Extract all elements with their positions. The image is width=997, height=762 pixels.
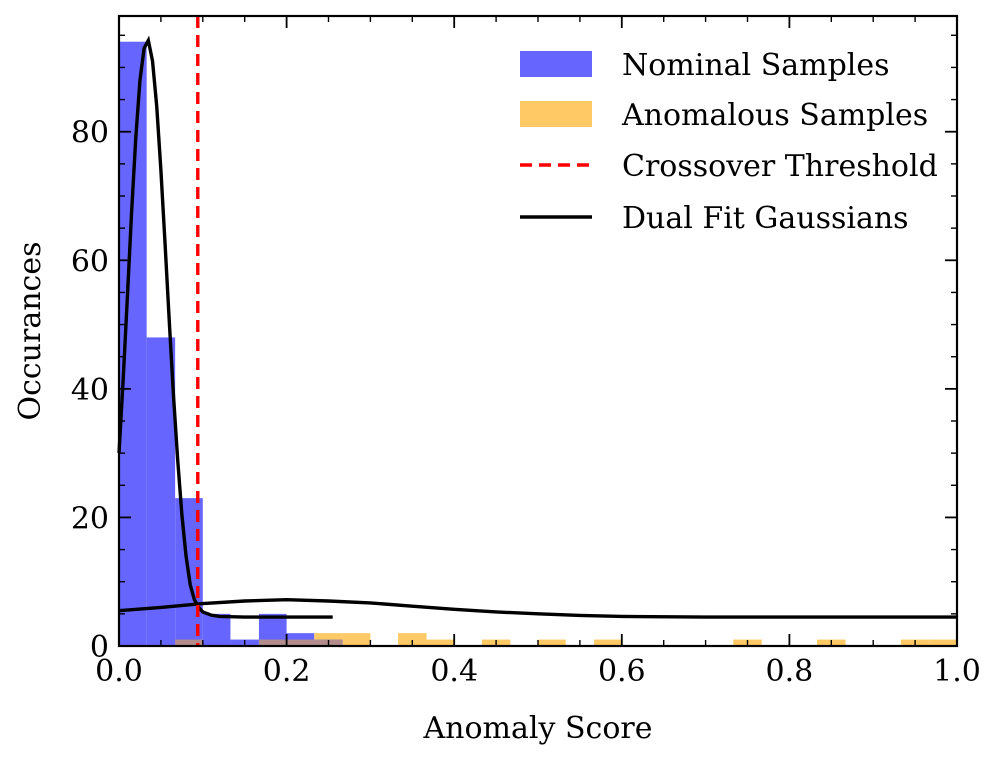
anomalous-bar <box>426 639 455 646</box>
x-tick-label: 1.0 <box>933 654 981 689</box>
anomalous-bar-overlap <box>258 639 287 646</box>
anomalous-bar <box>314 633 343 640</box>
y-tick-label: 0 <box>90 630 109 665</box>
x-axis-label: Anomaly Score <box>423 711 653 746</box>
y-tick-label: 60 <box>71 244 109 279</box>
x-tick-label: 0.0 <box>95 654 143 689</box>
anomalous-bar <box>594 639 622 646</box>
x-tick-label: 0.6 <box>598 654 646 689</box>
plot-frame <box>117 14 959 648</box>
anomalous-bar <box>538 639 566 646</box>
legend-label-fit: Dual Fit Gaussians <box>622 201 909 236</box>
anomalous-bar-overlap <box>175 639 203 646</box>
y-tick-label: 40 <box>71 373 109 408</box>
legend: Nominal Samples Anomalous Samples Crosso… <box>520 48 938 236</box>
x-axis: 0.0 0.2 0.4 0.6 0.8 1.0 <box>95 16 981 689</box>
legend-label-nominal: Nominal Samples <box>622 48 890 83</box>
x-tick-label: 0.8 <box>766 654 814 689</box>
nominal-bar <box>202 613 231 646</box>
anomalous-bar <box>398 633 427 646</box>
legend-label-anomalous: Anomalous Samples <box>621 98 928 133</box>
x-tick-label: 0.2 <box>263 654 311 689</box>
legend-swatch-nominal <box>520 51 592 77</box>
anomalous-bar-overlap <box>286 639 315 646</box>
x-tick-label: 0.4 <box>430 654 478 689</box>
gaussian-fit-line-2 <box>118 598 957 619</box>
legend-label-threshold: Crossover Threshold <box>622 149 938 184</box>
y-axis-label: Occurances <box>13 241 48 420</box>
nominal-bar <box>146 337 176 646</box>
y-tick-label: 20 <box>71 501 109 536</box>
legend-swatch-anomalous <box>520 101 592 127</box>
anomalous-bar <box>929 639 957 646</box>
gaussian-fit-line-1 <box>117 35 333 619</box>
anomalous-bar <box>342 633 371 646</box>
y-tick-label: 80 <box>71 116 109 151</box>
